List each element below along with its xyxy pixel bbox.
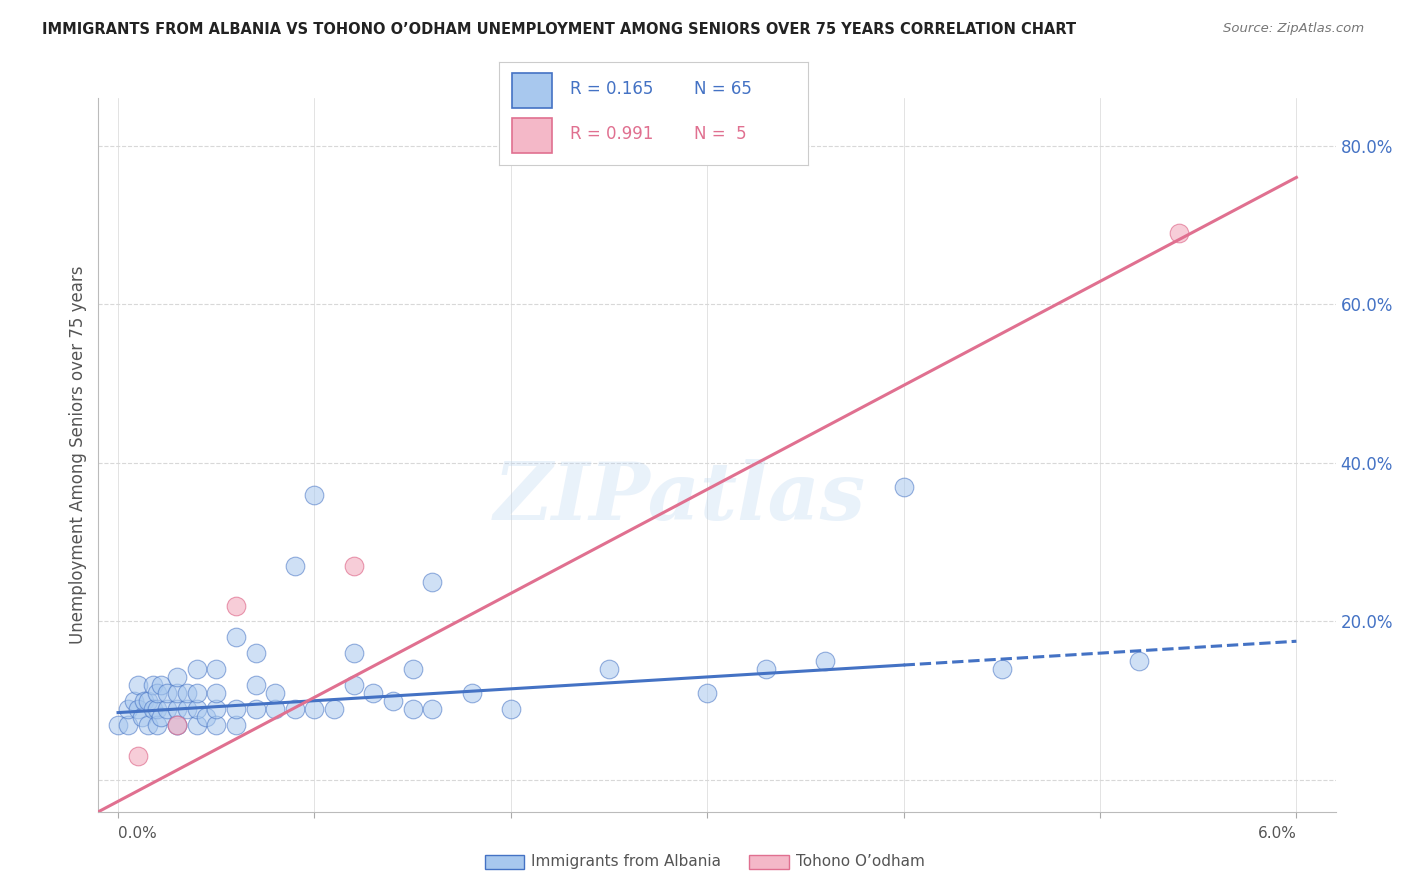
Point <box>166 717 188 731</box>
Point <box>499 701 522 715</box>
Point <box>150 709 173 723</box>
Point <box>205 662 228 676</box>
Point <box>142 701 165 715</box>
Point <box>195 709 218 723</box>
Point <box>146 686 169 700</box>
Point <box>401 701 423 715</box>
Point <box>186 686 208 700</box>
Point <box>205 701 228 715</box>
Point <box>146 717 169 731</box>
Point <box>343 678 366 692</box>
Point <box>146 701 169 715</box>
Text: N = 65: N = 65 <box>695 80 752 98</box>
Point <box>150 678 173 692</box>
Point <box>186 701 208 715</box>
Text: Source: ZipAtlas.com: Source: ZipAtlas.com <box>1223 22 1364 36</box>
Point <box>264 686 287 700</box>
Point <box>1128 654 1150 668</box>
Point <box>117 717 139 731</box>
Point <box>598 662 620 676</box>
Point <box>264 701 287 715</box>
Point <box>127 749 149 764</box>
Text: 0.0%: 0.0% <box>118 826 157 841</box>
Point <box>284 701 307 715</box>
Point <box>225 630 247 644</box>
Point <box>176 701 198 715</box>
Point <box>755 662 778 676</box>
Point <box>166 686 188 700</box>
Point <box>304 701 326 715</box>
Text: Tohono O’odham: Tohono O’odham <box>796 855 925 869</box>
Point <box>323 701 346 715</box>
Point <box>225 599 247 613</box>
Point <box>420 574 443 589</box>
Point <box>166 717 188 731</box>
Point <box>893 480 915 494</box>
Text: 6.0%: 6.0% <box>1257 826 1296 841</box>
Point <box>225 701 247 715</box>
Point <box>245 646 267 660</box>
Point <box>245 678 267 692</box>
Point <box>363 686 385 700</box>
Point <box>136 717 159 731</box>
Point <box>166 701 188 715</box>
Point <box>132 694 155 708</box>
Point <box>284 558 307 573</box>
Point <box>166 717 188 731</box>
Point <box>156 686 179 700</box>
Text: R = 0.991: R = 0.991 <box>571 125 654 144</box>
Text: Immigrants from Albania: Immigrants from Albania <box>531 855 721 869</box>
Point <box>127 701 149 715</box>
Point <box>166 670 188 684</box>
Point <box>117 701 139 715</box>
Point <box>186 717 208 731</box>
Point <box>205 717 228 731</box>
Point <box>343 646 366 660</box>
Point <box>107 717 129 731</box>
Bar <box>512 118 551 153</box>
Point <box>1167 226 1189 240</box>
Point <box>205 686 228 700</box>
Point <box>382 694 405 708</box>
Point <box>814 654 837 668</box>
Point <box>131 709 153 723</box>
Point <box>460 686 482 700</box>
Bar <box>512 73 551 108</box>
Point <box>176 686 198 700</box>
Point <box>136 694 159 708</box>
Point <box>225 717 247 731</box>
Point <box>420 701 443 715</box>
Text: N =  5: N = 5 <box>695 125 747 144</box>
Text: ZIPatlas: ZIPatlas <box>494 459 866 536</box>
Point <box>186 662 208 676</box>
Point <box>245 701 267 715</box>
Point <box>401 662 423 676</box>
Text: IMMIGRANTS FROM ALBANIA VS TOHONO O’ODHAM UNEMPLOYMENT AMONG SENIORS OVER 75 YEA: IMMIGRANTS FROM ALBANIA VS TOHONO O’ODHA… <box>42 22 1077 37</box>
Point <box>156 701 179 715</box>
Text: R = 0.165: R = 0.165 <box>571 80 654 98</box>
Point <box>127 678 149 692</box>
Point <box>343 558 366 573</box>
Point <box>122 694 145 708</box>
Y-axis label: Unemployment Among Seniors over 75 years: Unemployment Among Seniors over 75 years <box>69 266 87 644</box>
Point <box>304 487 326 501</box>
Point <box>991 662 1014 676</box>
Point <box>696 686 718 700</box>
Point <box>142 678 165 692</box>
